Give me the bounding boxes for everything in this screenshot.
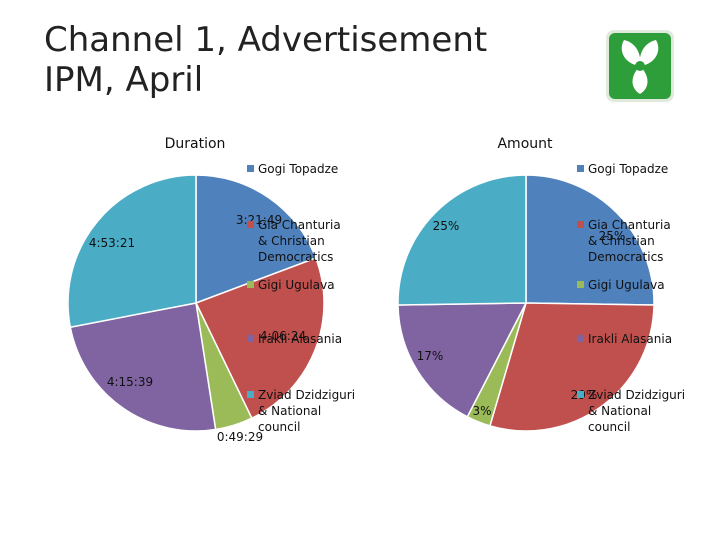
amount-legend-irakli-alasania: Irakli Alasania bbox=[588, 332, 672, 346]
duration-legend-swatch-zviad-dzidziguri bbox=[247, 391, 254, 398]
amount-legend-swatch-gogi-topadze bbox=[577, 165, 584, 172]
duration-legend-irakli-alasania: Irakli Alasania bbox=[258, 332, 342, 346]
duration-legend-swatch-gia-chanturia bbox=[247, 221, 254, 228]
amount-slice-zviad-dzidziguri bbox=[397, 174, 527, 306]
duration-slice-zviad-dzidziguri bbox=[67, 174, 197, 329]
amount-legend-swatch-gigi-ugulava bbox=[577, 281, 584, 288]
duration-legend-swatch-gigi-ugulava bbox=[247, 281, 254, 288]
duration-chart: Duration3:21:494:06:240:49:294:15:394:53… bbox=[67, 136, 355, 444]
amount-legend-zviad-dzidziguri: Zviad Dzidziguri & National council bbox=[588, 388, 685, 434]
leaf-logo-icon bbox=[604, 28, 676, 104]
duration-slice-gia-chanturia bbox=[194, 257, 325, 420]
amount-slice-gogi-topadze bbox=[525, 174, 655, 306]
duration-legend-swatch-irakli-alasania bbox=[247, 335, 254, 342]
amount-legend-swatch-irakli-alasania bbox=[577, 335, 584, 342]
amount-data-label-irakli-alasania: 17% bbox=[417, 349, 444, 363]
duration-legend-swatch-gogi-topadze bbox=[247, 165, 254, 172]
slide-title: Channel 1, Advertisement IPM, April bbox=[44, 20, 487, 100]
amount-slice-irakli-alasania bbox=[397, 302, 528, 418]
slide-title-line-1: Channel 1, Advertisement bbox=[44, 20, 488, 60]
duration-slice-irakli-alasania bbox=[69, 302, 217, 432]
duration-chart-title: Duration bbox=[165, 136, 226, 152]
duration-data-label-zviad-dzidziguri: 4:53:21 bbox=[89, 236, 135, 250]
duration-data-label-irakli-alasania: 4:15:39 bbox=[107, 375, 153, 389]
duration-legend-zviad-dzidziguri: Zviad Dzidziguri & National council bbox=[258, 388, 355, 434]
slide-title-line-2: IPM, April bbox=[44, 60, 204, 100]
amount-legend-gia-chanturia: Gia Chanturia & Christian Democratics bbox=[588, 218, 671, 264]
duration-legend-gia-chanturia: Gia Chanturia & Christian Democratics bbox=[258, 218, 341, 264]
duration-legend-gogi-topadze: Gogi Topadze bbox=[258, 162, 338, 176]
duration-legend-gigi-ugulava: Gigi Ugulava bbox=[258, 278, 335, 292]
duration-data-label-gia-chanturia: 4:06:24 bbox=[260, 329, 306, 343]
amount-data-label-gigi-ugulava: 3% bbox=[472, 404, 491, 418]
amount-legend-swatch-gia-chanturia bbox=[577, 221, 584, 228]
amount-data-label-gogi-topadze: 25% bbox=[599, 229, 626, 243]
amount-data-label-zviad-dzidziguri: 25% bbox=[433, 219, 460, 233]
amount-slice-gia-chanturia bbox=[489, 302, 655, 432]
amount-legend-gigi-ugulava: Gigi Ugulava bbox=[588, 278, 665, 292]
amount-legend-gogi-topadze: Gogi Topadze bbox=[588, 162, 668, 176]
amount-chart-title: Amount bbox=[497, 136, 553, 152]
amount-legend-swatch-zviad-dzidziguri bbox=[577, 391, 584, 398]
duration-slice-gogi-topadze bbox=[195, 174, 317, 305]
duration-data-label-gigi-ugulava: 0:49:29 bbox=[217, 430, 263, 444]
